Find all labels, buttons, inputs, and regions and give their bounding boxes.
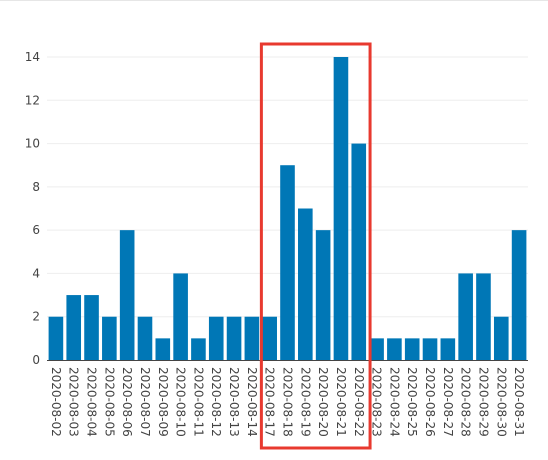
y-tick-label: 4 (32, 266, 40, 280)
bar-2020-08-17 (262, 317, 277, 360)
x-tick-label: 2020-08-24 (387, 367, 401, 437)
x-tick-label: 2020-08-04 (85, 367, 99, 437)
x-tick-label: 2020-08-23 (370, 367, 384, 437)
x-tick-label: 2020-08-10 (174, 367, 188, 437)
bar-2020-08-30 (494, 317, 509, 360)
bar-2020-08-03 (66, 295, 81, 360)
bar-2020-08-22 (351, 144, 366, 360)
y-tick-label: 2 (32, 310, 40, 324)
bar-2020-08-29 (476, 273, 491, 360)
x-tick-label: 2020-08-29 (476, 367, 490, 437)
bar-2020-08-05 (102, 317, 117, 360)
bar-2020-08-20 (316, 230, 331, 360)
bar-2020-08-13 (227, 317, 242, 360)
bar-2020-08-10 (173, 273, 188, 360)
bar-2020-08-04 (84, 295, 99, 360)
bar-2020-08-12 (209, 317, 224, 360)
x-tick-label: 2020-08-13 (227, 367, 241, 437)
x-tick-label: 2020-08-26 (423, 367, 437, 437)
bar-2020-08-14 (245, 317, 260, 360)
x-tick-label: 2020-08-11 (191, 367, 205, 437)
bar-2020-08-11 (191, 338, 206, 360)
bars (49, 57, 527, 360)
bar-2020-08-28 (458, 273, 473, 360)
x-axis-ticks: 2020-08-02 2020-08-03 2020-08-04 2020-08-05… (49, 367, 526, 437)
x-tick-label: 2020-08-30 (494, 367, 508, 437)
x-tick-label: 2020-08-25 (405, 367, 419, 437)
bar-2020-08-09 (155, 338, 170, 360)
bar-2020-08-24 (387, 338, 402, 360)
bar-2020-08-07 (138, 317, 153, 360)
x-tick-label: 2020-08-20 (316, 367, 330, 437)
x-tick-label: 2020-08-19 (298, 367, 312, 437)
x-tick-label: 2020-08-22 (352, 367, 366, 437)
y-tick-label: 10 (25, 137, 40, 151)
bar-2020-08-25 (405, 338, 420, 360)
x-tick-label: 2020-08-21 (334, 367, 348, 437)
bar-2020-08-19 (298, 209, 313, 361)
y-tick-label: 0 (32, 353, 40, 367)
bar-2020-08-18 (280, 165, 295, 360)
x-tick-label: 2020-08-06 (120, 367, 134, 437)
x-tick-label: 2020-08-17 (263, 367, 277, 437)
y-tick-label: 12 (25, 93, 40, 107)
bar-2020-08-06 (120, 230, 135, 360)
bar-2020-08-21 (334, 57, 349, 360)
x-tick-label: 2020-08-02 (49, 367, 63, 437)
bar-2020-08-26 (423, 338, 438, 360)
x-tick-label: 2020-08-03 (67, 367, 81, 437)
bar-2020-08-31 (512, 230, 527, 360)
x-tick-label: 2020-08-31 (512, 367, 526, 437)
bar-2020-08-02 (49, 317, 64, 360)
y-tick-label: 14 (25, 50, 40, 64)
x-tick-label: 2020-08-07 (138, 367, 152, 437)
x-tick-label: 2020-08-28 (459, 367, 473, 437)
bar-2020-08-27 (441, 338, 456, 360)
y-axis-ticks: 0 2 4 6 8 10 12 14 (25, 50, 40, 367)
x-tick-label: 2020-08-27 (441, 367, 455, 437)
y-tick-label: 8 (32, 180, 40, 194)
y-tick-label: 6 (32, 223, 40, 237)
x-tick-label: 2020-08-09 (156, 367, 170, 437)
x-tick-label: 2020-08-14 (245, 367, 259, 437)
x-tick-label: 2020-08-12 (209, 367, 223, 437)
x-tick-label: 2020-08-18 (281, 367, 295, 437)
x-tick-label: 2020-08-05 (102, 367, 116, 437)
